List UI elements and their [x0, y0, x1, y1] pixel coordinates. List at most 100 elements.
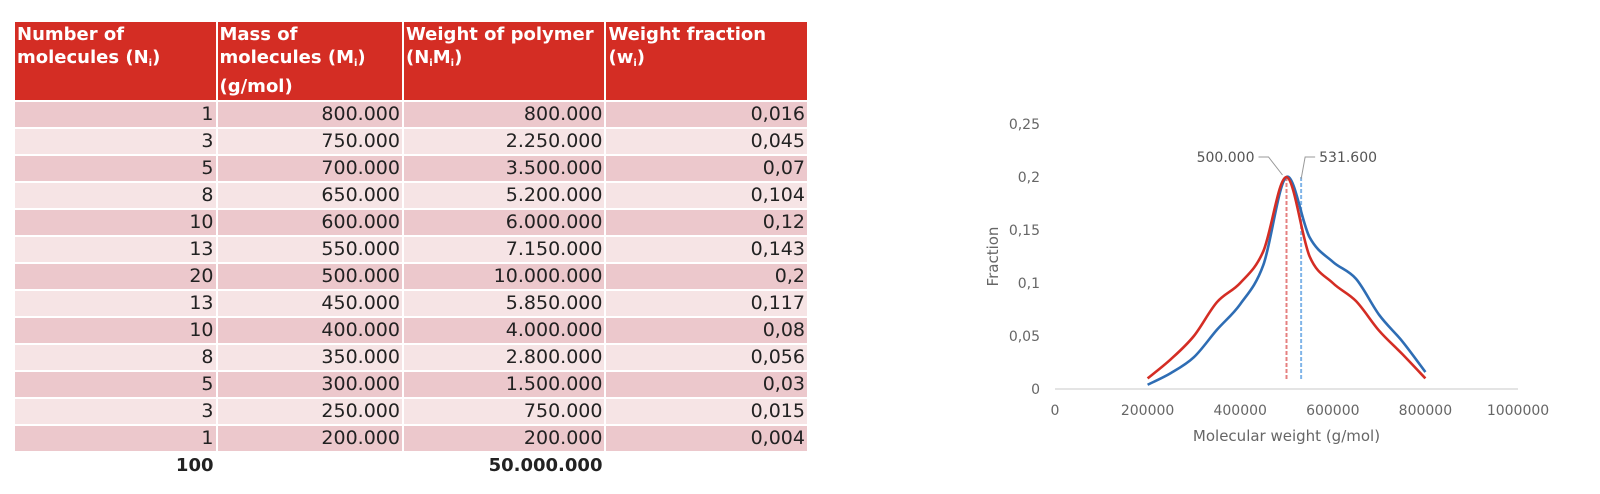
table-cell: 10 [15, 318, 216, 343]
table-row: 5 300.000 1.500.000 0,03 [15, 372, 807, 397]
header-mass-of-molecules: Mass of molecules (Mi) (g/mol) [217, 22, 402, 100]
table-cell: 0,07 [606, 156, 807, 181]
table-cell: 0,143 [606, 237, 807, 262]
table-cell: 350.000 [217, 345, 402, 370]
table-cell: 0,056 [606, 345, 807, 370]
table-cell: 1.500.000 [403, 372, 605, 397]
table-body: 1 800.000 800.000 0,016 3 750.000 2.250.000 0,0… [15, 102, 807, 478]
table-cell: 600.000 [217, 210, 402, 235]
table-cell: 300.000 [217, 372, 402, 397]
table-cell: 400.000 [217, 318, 402, 343]
table-row: 13 550.000 7.150.000 0,143 [15, 237, 807, 262]
table-cell: 20 [15, 264, 216, 289]
table-cell: 10.000.000 [403, 264, 605, 289]
table-row: 1 200.000 200.000 0,004 [15, 426, 807, 451]
table-row: 20 500.000 10.000.000 0,2 [15, 264, 807, 289]
table-cell: 500.000 [217, 264, 402, 289]
table-cell: 550.000 [217, 237, 402, 262]
table-cell: 750.000 [217, 129, 402, 154]
table-cell: 5 [15, 372, 216, 397]
table-cell: 13 [15, 237, 216, 262]
table-row: 10 600.000 6.000.000 0,12 [15, 210, 807, 235]
table-row: 10 400.000 4.000.000 0,08 [15, 318, 807, 343]
y-tick-label: 0 [1031, 382, 1040, 398]
table-cell: 10 [15, 210, 216, 235]
table-cell: 8 [15, 345, 216, 370]
table-total-row: 100 50.000.000 [15, 453, 807, 478]
table-cell: 250.000 [217, 399, 402, 424]
y-tick-label: 0,1 [1018, 276, 1040, 292]
table-cell: 0,08 [606, 318, 807, 343]
marker-leader-line [1300, 156, 1316, 180]
table-row: 8 350.000 2.800.000 0,056 [15, 345, 807, 370]
table-row: 3 750.000 2.250.000 0,045 [15, 129, 807, 154]
table-cell: 800.000 [403, 102, 605, 127]
series-lines [1146, 175, 1427, 386]
table-cell: 1 [15, 102, 216, 127]
x-tick-label: 600000 [1306, 403, 1359, 419]
weight-distribution-chart: 0 0,05 0,1 0,15 0,2 0,25 0 200000 400000 600000 8… [984, 117, 1550, 445]
table-cell: 2.800.000 [403, 345, 605, 370]
total-cell [217, 453, 402, 478]
table-cell: 1 [15, 426, 216, 451]
table-cell: 13 [15, 291, 216, 316]
y-tick-label: 0,2 [1018, 170, 1040, 186]
weight-fraction-table: Number of molecules (Ni) Mass of molecul… [13, 20, 809, 480]
table-cell: 5 [15, 156, 216, 181]
table-row: 3 250.000 750.000 0,015 [15, 399, 807, 424]
x-axis-tick-labels: 0 200000 400000 600000 800000 1000000 [1051, 403, 1550, 419]
x-tick-label: 1000000 [1487, 403, 1549, 419]
table-cell: 7.150.000 [403, 237, 605, 262]
table-cell: 650.000 [217, 183, 402, 208]
table-cell: 2.250.000 [403, 129, 605, 154]
table-cell: 800.000 [217, 102, 402, 127]
table-cell: 200.000 [217, 426, 402, 451]
header-number-of-molecules: Number of molecules (Ni) [15, 22, 216, 100]
total-cell: 50.000.000 [403, 453, 605, 478]
header-weight-of-polymer: Weight of polymer (NiMi) [403, 22, 605, 100]
table-cell: 3 [15, 399, 216, 424]
table-cell: 0,016 [606, 102, 807, 127]
x-tick-label: 200000 [1121, 403, 1174, 419]
table-cell: 0,03 [606, 372, 807, 397]
total-cell: 100 [15, 453, 216, 478]
table-row: 13 450.000 5.850.000 0,117 [15, 291, 807, 316]
marker-label: 500.000 [1197, 150, 1255, 166]
y-tick-label: 0,05 [1009, 329, 1040, 345]
y-tick-label: 0,15 [1009, 223, 1040, 239]
table-row: 8 650.000 5.200.000 0,104 [15, 183, 807, 208]
table-cell: 200.000 [403, 426, 605, 451]
marker-leader-line [1258, 156, 1283, 176]
table-cell: 0,004 [606, 426, 807, 451]
x-tick-label: 400000 [1213, 403, 1266, 419]
marker-label: 531.600 [1319, 150, 1377, 166]
table-row: 1 800.000 800.000 0,016 [15, 102, 807, 127]
x-axis-title: Molecular weight (g/mol) [1193, 427, 1380, 445]
series-line-1 [1146, 175, 1427, 380]
table-cell: 4.000.000 [403, 318, 605, 343]
table-cell: 5.200.000 [403, 183, 605, 208]
table-cell: 750.000 [403, 399, 605, 424]
table-cell: 6.000.000 [403, 210, 605, 235]
total-cell [606, 453, 807, 478]
marker-labels: 500.000 531.600 [1197, 150, 1377, 180]
table-cell: 0,12 [606, 210, 807, 235]
table-header-row: Number of molecules (Ni) Mass of molecul… [15, 22, 807, 100]
table-row: 5 700.000 3.500.000 0,07 [15, 156, 807, 181]
table-cell: 3 [15, 129, 216, 154]
table-cell: 700.000 [217, 156, 402, 181]
table-cell: 0,015 [606, 399, 807, 424]
x-tick-label: 800000 [1399, 403, 1452, 419]
table-cell: 0,045 [606, 129, 807, 154]
y-axis-title: Fraction [984, 227, 1002, 287]
y-tick-label: 0,25 [1009, 117, 1040, 133]
table-cell: 8 [15, 183, 216, 208]
y-axis-tick-labels: 0 0,05 0,1 0,15 0,2 0,25 [1009, 117, 1040, 398]
table-cell: 0,2 [606, 264, 807, 289]
table-cell: 0,104 [606, 183, 807, 208]
table-cell: 5.850.000 [403, 291, 605, 316]
table-cell: 450.000 [217, 291, 402, 316]
table-cell: 0,117 [606, 291, 807, 316]
table-cell: 3.500.000 [403, 156, 605, 181]
polymer-data-table: Number of molecules (Ni) Mass of molecul… [15, 22, 811, 478]
